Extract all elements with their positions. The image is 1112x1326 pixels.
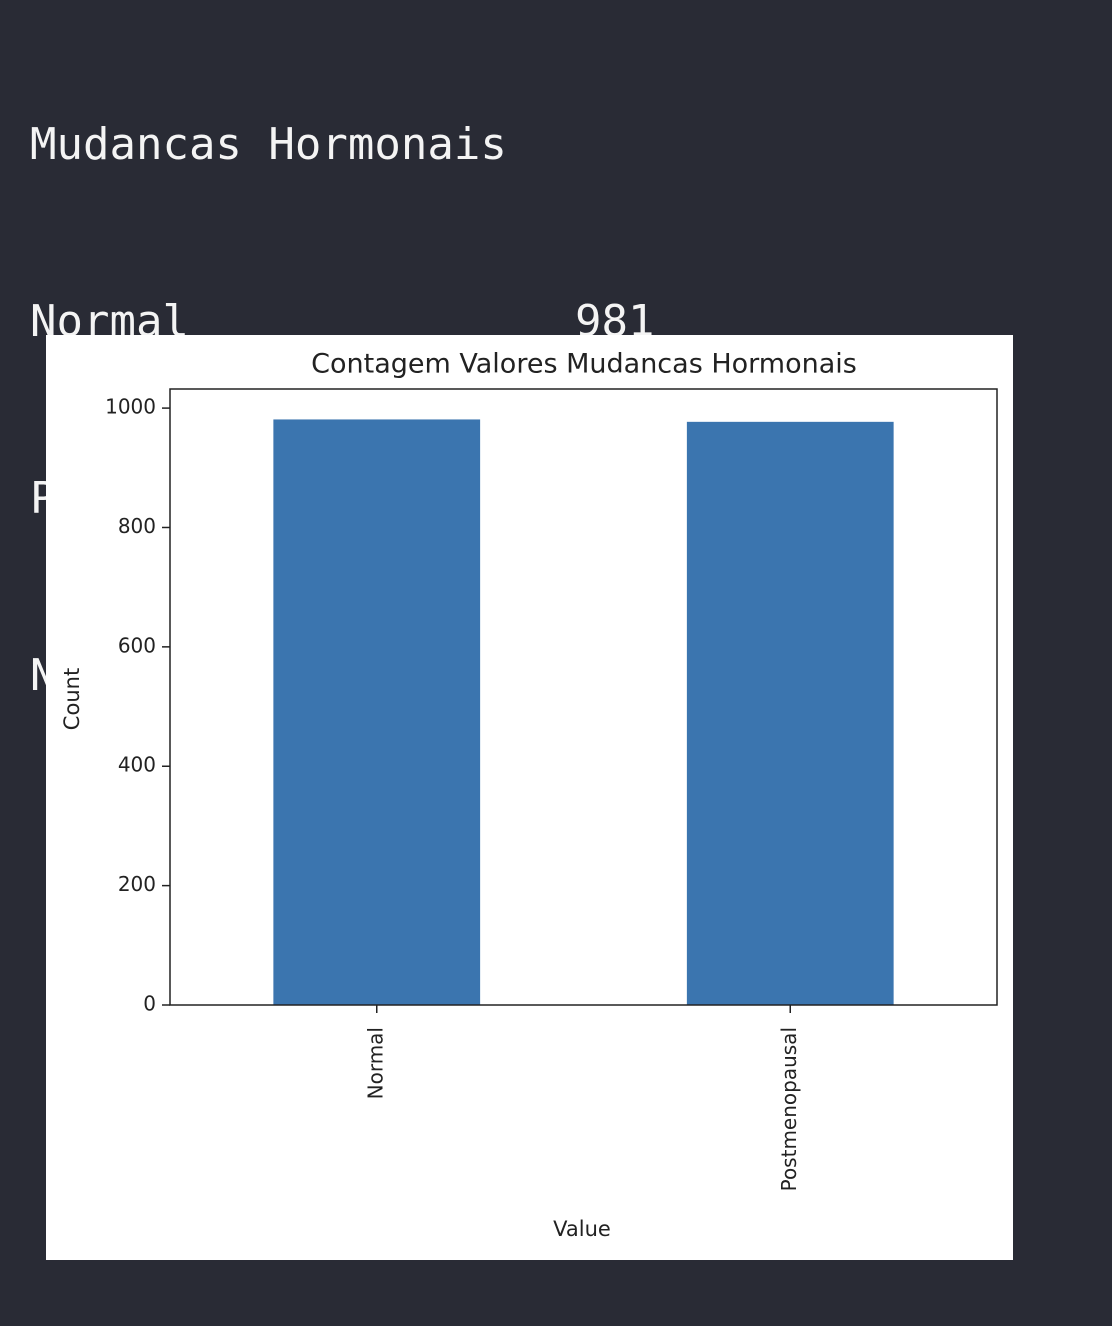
x-tick-label: Postmenopausal	[777, 1027, 801, 1191]
y-tick-label: 0	[143, 992, 156, 1016]
y-axis-label: Count	[60, 668, 84, 730]
y-tick-label: 200	[118, 872, 156, 896]
bar	[686, 421, 894, 1005]
x-axis-label: Value	[553, 1217, 611, 1241]
output-header: Mudancas Hormonais	[30, 119, 507, 170]
y-tick-label: 400	[118, 753, 156, 777]
chart-title: Contagem Valores Mudancas Hormonais	[311, 349, 857, 380]
bar	[273, 419, 481, 1005]
plot-frame	[169, 388, 998, 1006]
y-tick-label: 600	[118, 633, 156, 657]
y-tick-label: 1000	[105, 395, 156, 419]
x-tick-label: Normal	[363, 1027, 387, 1099]
y-tick-label: 800	[118, 514, 156, 538]
